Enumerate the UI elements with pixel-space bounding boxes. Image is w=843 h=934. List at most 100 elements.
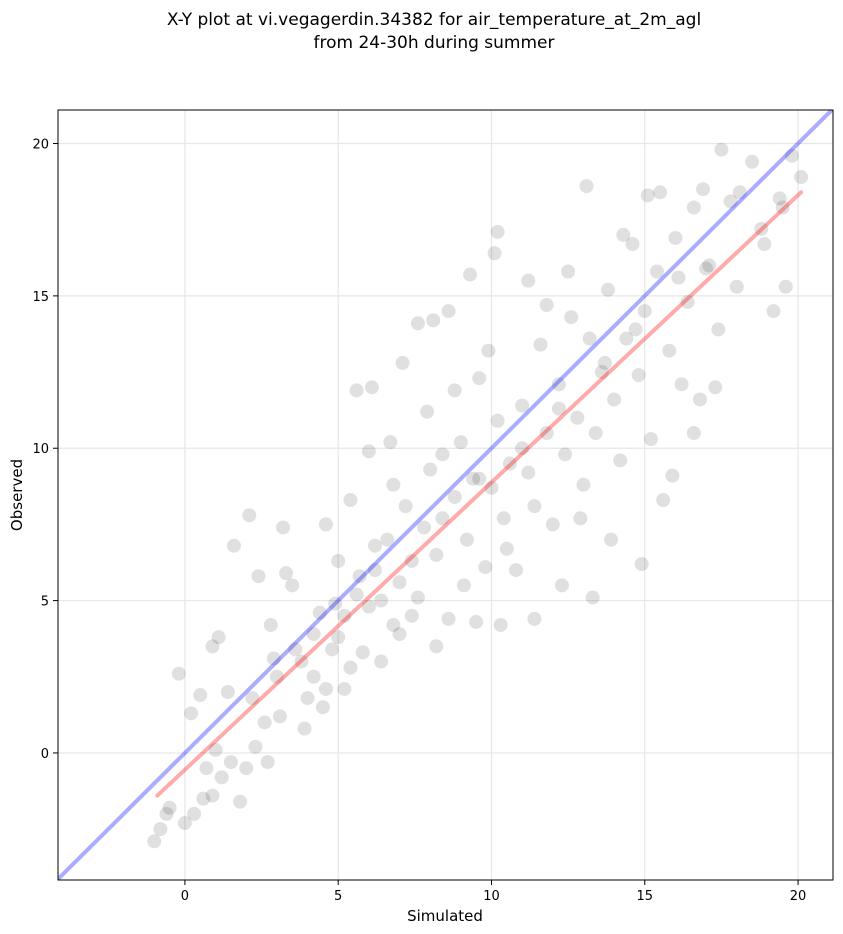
point: [343, 493, 358, 508]
chart-title: X-Y plot at vi.vegagerdin.34382 for air_…: [167, 10, 701, 30]
point: [561, 264, 576, 279]
point: [573, 511, 588, 526]
point: [699, 261, 714, 276]
point: [199, 761, 214, 776]
point: [778, 279, 793, 294]
point: [521, 465, 536, 480]
point: [263, 617, 278, 632]
point: [729, 279, 744, 294]
point: [472, 371, 487, 386]
point: [597, 355, 612, 370]
point: [312, 605, 327, 620]
point: [579, 179, 594, 194]
point: [551, 401, 566, 416]
point: [723, 194, 738, 209]
point: [515, 398, 530, 413]
point: [680, 294, 695, 309]
point: [187, 806, 202, 821]
point: [696, 182, 711, 197]
point: [318, 681, 333, 696]
point: [502, 456, 517, 471]
point: [757, 237, 772, 252]
point: [619, 331, 634, 346]
point: [604, 532, 619, 547]
point: [668, 230, 683, 245]
point: [600, 282, 615, 297]
point: [211, 630, 226, 645]
point: [260, 755, 275, 770]
point: [423, 462, 438, 477]
point: [177, 816, 192, 831]
point: [315, 700, 330, 715]
x-tick-label: 10: [483, 889, 500, 904]
point: [349, 383, 364, 398]
point: [515, 441, 530, 456]
point: [441, 304, 456, 319]
point: [671, 270, 686, 285]
point: [251, 569, 266, 584]
point: [616, 227, 631, 242]
y-axis-label: Observed: [8, 459, 26, 531]
point: [784, 148, 799, 163]
point: [404, 553, 419, 568]
point: [417, 520, 432, 535]
point: [184, 706, 199, 721]
point: [429, 547, 444, 562]
point: [613, 453, 628, 468]
point: [564, 310, 579, 325]
point: [426, 313, 441, 328]
point: [300, 691, 315, 706]
point: [637, 304, 652, 319]
point: [640, 188, 655, 203]
point: [472, 471, 487, 486]
point: [386, 617, 401, 632]
point: [343, 660, 358, 675]
point: [653, 185, 668, 200]
point: [223, 755, 238, 770]
point: [469, 614, 484, 629]
point: [576, 477, 591, 492]
point: [272, 709, 287, 724]
point: [337, 681, 352, 696]
point: [248, 739, 263, 754]
point: [585, 590, 600, 605]
point: [374, 593, 389, 608]
point: [582, 331, 597, 346]
point: [714, 142, 729, 157]
point: [193, 688, 208, 703]
point: [558, 447, 573, 462]
point: [499, 541, 514, 556]
point: [478, 560, 493, 575]
point: [453, 435, 468, 450]
point: [570, 410, 585, 425]
point: [233, 794, 248, 809]
fit-line: [155, 190, 804, 798]
point: [328, 596, 343, 611]
point: [625, 237, 640, 252]
point: [441, 611, 456, 626]
point: [159, 806, 174, 821]
point: [420, 404, 435, 419]
point: [392, 627, 407, 642]
point: [242, 508, 257, 523]
point: [279, 566, 294, 581]
point: [754, 221, 769, 236]
point: [374, 654, 389, 669]
point: [306, 627, 321, 642]
point: [631, 368, 646, 383]
point: [435, 447, 450, 462]
point: [551, 377, 566, 392]
point: [527, 611, 542, 626]
fit-line: [58, 110, 833, 880]
point: [245, 691, 260, 706]
point: [266, 651, 281, 666]
point: [463, 267, 478, 282]
point: [539, 298, 554, 313]
point: [306, 669, 321, 684]
point: [383, 435, 398, 450]
point: [355, 645, 370, 660]
point: [297, 721, 312, 736]
point: [766, 304, 781, 319]
point: [594, 365, 609, 380]
